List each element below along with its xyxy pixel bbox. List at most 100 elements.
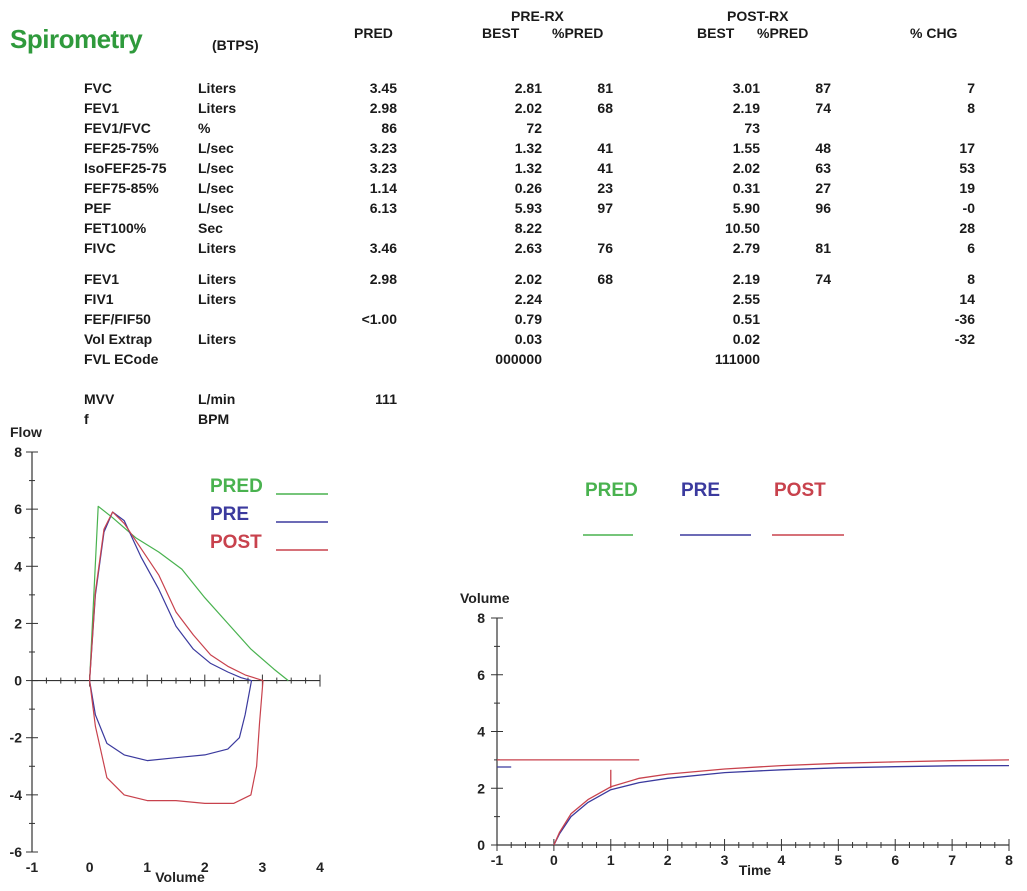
series-line-post [89, 511, 264, 804]
y-tick-label: 6 [477, 667, 485, 683]
row-pre-best: 0.03 [514, 331, 542, 347]
row-post-best: 2.55 [732, 291, 760, 307]
row-post-pct: 74 [815, 271, 831, 287]
row-unit: Liters [198, 291, 237, 307]
row-post-best: 0.31 [732, 180, 760, 196]
row-pre-best: 1.32 [514, 140, 542, 156]
row-pre-pct: 23 [597, 180, 613, 196]
row-post-best: 111000 [714, 351, 760, 367]
row-post-pct: 81 [815, 240, 831, 256]
row-unit: Liters [198, 271, 237, 287]
row-post-best: 10.50 [724, 220, 760, 236]
row-pct-chg: 14 [959, 291, 975, 307]
y-tick-label: 0 [14, 673, 22, 689]
row-pred: <1.00 [361, 311, 397, 327]
row-pred: 3.23 [369, 160, 397, 176]
row-unit: L/sec [198, 200, 234, 216]
row-name: FIV1 [84, 291, 114, 307]
row-unit: Liters [198, 240, 237, 256]
row-pct-chg: 6 [967, 240, 975, 256]
y-axis-label: Flow [10, 424, 42, 440]
row-pre-best: 0.26 [514, 180, 542, 196]
x-tick-label: 7 [948, 852, 956, 868]
row-post-best: 2.19 [732, 100, 760, 116]
row-post-best: 1.55 [732, 140, 760, 156]
row-post-best: 2.79 [732, 240, 760, 256]
row-post-pct: 48 [815, 140, 831, 156]
x-tick-label: 1 [143, 859, 151, 875]
row-unit: Sec [198, 220, 223, 236]
row-post-best: 0.02 [732, 331, 760, 347]
row-pred: 2.98 [369, 271, 397, 287]
y-axis-label: Volume [460, 590, 510, 606]
row-pre-best: 72 [526, 120, 542, 136]
row-post-pct: 27 [815, 180, 831, 196]
row-pre-pct: 97 [597, 200, 613, 216]
row-pred: 3.45 [369, 80, 397, 96]
col-header-pct-chg: % CHG [910, 25, 958, 41]
row-name: PEF [84, 200, 112, 216]
row-pre-best: 2.02 [514, 271, 542, 287]
x-tick-label: 8 [1005, 852, 1013, 868]
x-tick-label: 1 [607, 852, 615, 868]
y-tick-label: 6 [14, 501, 22, 517]
col-group-pre-rx: PRE-RX [511, 8, 564, 24]
row-pre-pct: 76 [597, 240, 613, 256]
row-name: FEV1 [84, 100, 120, 116]
y-tick-label: 4 [477, 724, 485, 740]
col-header-pre-best: BEST [482, 25, 520, 41]
row-unit: Liters [198, 100, 237, 116]
row-pct-chg: 8 [967, 100, 975, 116]
row-pred: 6.13 [369, 200, 397, 216]
row-pre-best: 2.24 [514, 291, 542, 307]
row-name: MVV [84, 391, 115, 407]
x-tick-label: 4 [316, 859, 324, 875]
x-tick-label: -1 [491, 852, 504, 868]
series-line-pre [89, 511, 253, 762]
row-post-pct: 87 [815, 80, 831, 96]
row-pre-pct: 41 [597, 160, 613, 176]
col-header-pre-pct: %PRED [552, 25, 604, 41]
series-line-pre [497, 764, 1010, 846]
row-pre-pct: 68 [597, 271, 613, 287]
legend-label-post: POST [210, 532, 262, 553]
row-pct-chg: -32 [954, 331, 975, 347]
legend-label-pre: PRE [210, 504, 249, 525]
y-tick-label: -6 [10, 844, 23, 860]
row-name: FEF25-75% [84, 140, 159, 156]
row-pred: 3.23 [369, 140, 397, 156]
row-post-best: 5.90 [732, 200, 760, 216]
row-pct-chg: 8 [967, 271, 975, 287]
row-unit: L/min [198, 391, 236, 407]
row-post-best: 2.19 [732, 271, 760, 287]
row-pre-best: 2.81 [514, 80, 542, 96]
row-pre-pct: 81 [597, 80, 613, 96]
row-pct-chg: -36 [954, 311, 975, 327]
col-header-pred: PRED [354, 25, 393, 41]
col-header-post-pct: %PRED [757, 25, 809, 41]
row-pct-chg: 7 [967, 80, 975, 96]
y-tick-label: 8 [477, 610, 485, 626]
x-tick-label: 2 [664, 852, 672, 868]
row-post-pct: 63 [815, 160, 831, 176]
series-line-pred [89, 505, 289, 682]
flow-volume-chart: -6 -4 -2 0 2 4 6 8 -1 0 1 2 3 4 Flow Volume PRED PRE POST [10, 424, 328, 885]
legend-label-pred: PRED [585, 480, 638, 501]
row-post-best: 73 [744, 120, 760, 136]
x-axis-label: Volume [155, 869, 205, 885]
row-unit: Liters [198, 80, 237, 96]
row-pre-best: 000000 [495, 351, 542, 367]
row-name: Vol Extrap [84, 331, 153, 347]
page-title: Spirometry [10, 24, 143, 54]
x-tick-label: 3 [259, 859, 267, 875]
row-pre-pct: 41 [597, 140, 613, 156]
row-pre-best: 8.22 [514, 220, 542, 236]
row-name: IsoFEF25-75 [84, 160, 167, 176]
row-pred: 2.98 [369, 100, 397, 116]
y-tick-label: 2 [14, 615, 22, 631]
row-pred: 86 [381, 120, 397, 136]
legend-label-post: POST [774, 480, 826, 501]
row-unit: Liters [198, 331, 237, 347]
legend-label-pred: PRED [210, 476, 263, 497]
row-post-best: 3.01 [732, 80, 760, 96]
